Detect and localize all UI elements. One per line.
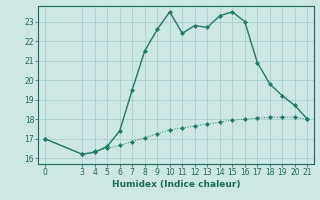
- X-axis label: Humidex (Indice chaleur): Humidex (Indice chaleur): [112, 180, 240, 189]
